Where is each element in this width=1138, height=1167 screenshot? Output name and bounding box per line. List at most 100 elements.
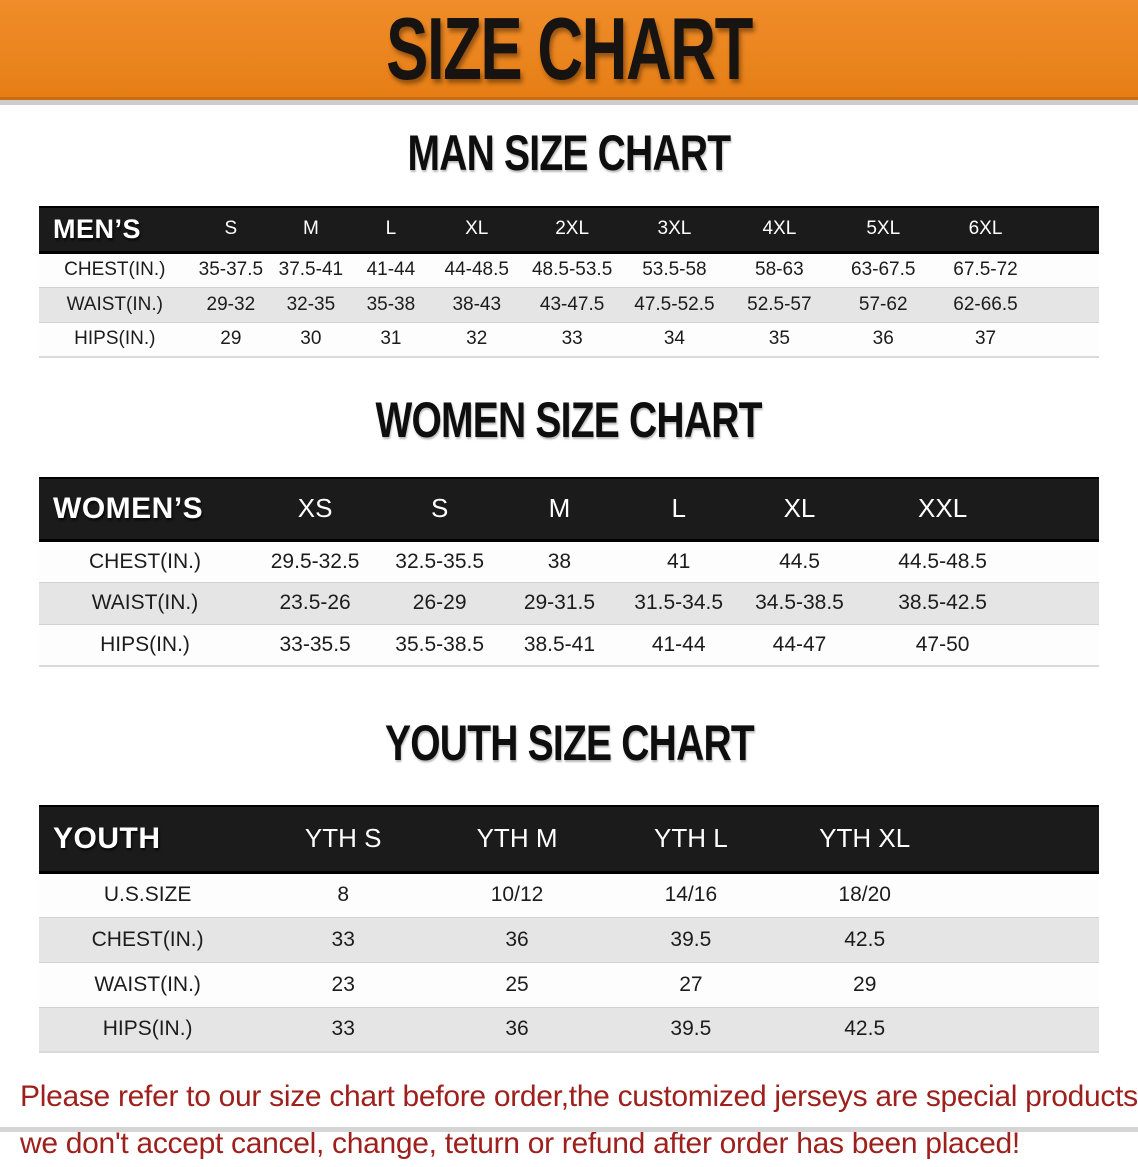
spacer-cell (1036, 252, 1099, 287)
value-cell: 62-66.5 (953, 293, 1018, 315)
value-cell: 29-32 (206, 293, 256, 315)
row-label: WAIST(IN.) (66, 293, 163, 315)
table-header-label: YOUTH (39, 805, 257, 874)
size-column-header: S (379, 477, 501, 542)
value-cell: 47.5-52.5 (634, 293, 715, 315)
disclaimer: Please refer to our size chart before or… (20, 1073, 1138, 1167)
row-label: WAIST(IN.) (91, 591, 199, 614)
youth-size-chart-heading: YOUTH SIZE CHART (0, 717, 1138, 779)
value-cell: 37.5-41 (278, 259, 344, 280)
value-cell: 38.5-41 (523, 632, 596, 656)
spacer-cell (952, 917, 1099, 962)
value-cell: 32 (466, 328, 488, 350)
value-cell: 41 (667, 549, 691, 573)
youth-size-table: YOUTH YTH S YTH M YTH L YTH XL U.S.SIZE 8 10/12… (39, 805, 1099, 1053)
value-cell: 33 (331, 1017, 355, 1041)
size-column-header: S (190, 206, 272, 254)
section-heading-text: WOMEN SIZE CHART (375, 392, 763, 448)
row-label: CHEST(IN.) (64, 259, 166, 280)
man-size-chart-heading: MAN SIZE CHART (0, 127, 1138, 189)
measurement-row: HIPS(IN.) 33-35.5 35.5-38.5 38.5-41 41-44 44-… (39, 624, 1099, 666)
table-header-row: MEN’S S M L XL 2XL 3XL 4XL 5XL 6XL (39, 206, 1099, 254)
size-column-header: 6XL (934, 206, 1037, 254)
size-column-header: XS (251, 477, 380, 542)
page-title: SIZE CHART (386, 0, 753, 98)
section-heading-text: YOUTH SIZE CHART (384, 715, 755, 771)
disclaimer-line-1: Please refer to our size chart before or… (20, 1080, 1138, 1113)
row-label: CHEST(IN.) (89, 549, 201, 573)
value-cell: 8 (337, 883, 350, 906)
size-column-header: XXL (860, 477, 1025, 542)
value-cell: 36 (505, 927, 529, 951)
section-heading-text: MAN SIZE CHART (407, 125, 732, 181)
value-cell: 47-50 (915, 632, 970, 656)
measurement-row: HIPS(IN.) 33 36 39.5 42.5 (39, 1007, 1099, 1052)
size-column-header: L (618, 477, 739, 542)
row-label: WAIST(IN.) (94, 972, 201, 996)
value-cell: 35-37.5 (198, 259, 264, 280)
value-cell: 63-67.5 (851, 259, 916, 280)
value-cell: 34.5-38.5 (755, 591, 844, 614)
value-cell: 36 (505, 1017, 529, 1041)
measurement-row: WAIST(IN.) 23.5-26 26-29 29-31.5 31.5-34.5 34… (39, 582, 1099, 624)
value-cell: 44.5-48.5 (898, 549, 987, 573)
row-label: HIPS(IN.) (74, 328, 156, 350)
size-column-header: 3XL (621, 206, 727, 254)
measurement-row: HIPS(IN.) 29 30 31 32 33 34 35 36 37 (39, 322, 1099, 357)
women-size-chart-heading: WOMEN SIZE CHART (0, 394, 1138, 456)
measurement-row: WAIST(IN.) 23 25 27 29 (39, 962, 1099, 1007)
value-cell: 33 (331, 927, 355, 951)
size-column-header: 2XL (522, 206, 622, 254)
value-cell: 33 (561, 328, 583, 350)
value-cell: 44-47 (772, 632, 827, 656)
table-header-label: MEN’S (39, 206, 191, 254)
value-cell: 33-35.5 (279, 632, 351, 656)
value-cell: 39.5 (670, 1017, 712, 1041)
value-cell: 23 (331, 972, 355, 996)
value-cell: 38-43 (452, 293, 502, 315)
table-header-row: YOUTH YTH S YTH M YTH L YTH XL (39, 805, 1099, 874)
value-cell: 23.5-26 (279, 591, 351, 614)
women-size-table: WOMEN’S XS S M L XL XXL CHEST(IN.) 29.5-32.5 32.5… (39, 477, 1099, 667)
value-cell: 37 (974, 328, 997, 350)
spacer-cell (1036, 287, 1099, 322)
value-cell: 14/16 (664, 883, 718, 906)
banner-shadow (0, 100, 1138, 105)
value-cell: 44.5 (779, 549, 820, 573)
value-cell: 67.5-72 (953, 259, 1018, 280)
spacer-cell (1036, 322, 1099, 357)
value-cell: 32.5-35.5 (395, 549, 485, 573)
value-cell: 48.5-53.5 (531, 259, 613, 280)
size-column-header: YTH L (603, 805, 778, 874)
size-column-header: M (271, 206, 351, 254)
value-cell: 31 (380, 328, 402, 350)
value-cell: 35 (768, 328, 790, 350)
value-cell: 30 (300, 328, 322, 350)
spacer-cell (952, 872, 1099, 917)
value-cell: 39.5 (670, 927, 712, 951)
value-cell: 29-31.5 (523, 591, 596, 614)
value-cell: 57-62 (858, 293, 908, 315)
value-cell: 27 (679, 972, 703, 996)
value-cell: 25 (505, 972, 529, 996)
size-column-header: 5XL (831, 206, 935, 254)
value-cell: 53.5-58 (642, 259, 707, 280)
bottom-edge-strip (0, 1127, 1138, 1132)
value-cell: 42.5 (844, 1017, 886, 1041)
women-size-chart-section: WOMEN SIZE CHART WOMEN’S XS S M L XL XXL CHEST(… (0, 394, 1138, 667)
value-cell: 43-47.5 (539, 293, 605, 315)
value-cell: 41-44 (651, 632, 706, 656)
measurement-row: WAIST(IN.) 29-32 32-35 35-38 38-43 43-47.5 47.… (39, 287, 1099, 322)
measurement-row: CHEST(IN.) 35-37.5 37.5-41 41-44 44-48.5 48.5… (39, 252, 1099, 287)
value-cell: 29 (853, 972, 877, 996)
spacer-cell (1025, 624, 1099, 666)
value-cell: 35-38 (366, 293, 416, 315)
spacer-cell (1036, 206, 1099, 254)
spacer-cell (952, 1007, 1099, 1052)
man-size-chart-section: MAN SIZE CHART MEN’S S M L XL 2XL 3XL 4XL 5XL 6XL… (0, 127, 1138, 358)
size-column-header: YTH XL (777, 805, 952, 874)
men-size-table: MEN’S S M L XL 2XL 3XL 4XL 5XL 6XL CHEST(IN.) 35-37… (39, 206, 1099, 358)
size-column-header: XL (431, 206, 523, 254)
value-cell: 41-44 (366, 259, 416, 280)
